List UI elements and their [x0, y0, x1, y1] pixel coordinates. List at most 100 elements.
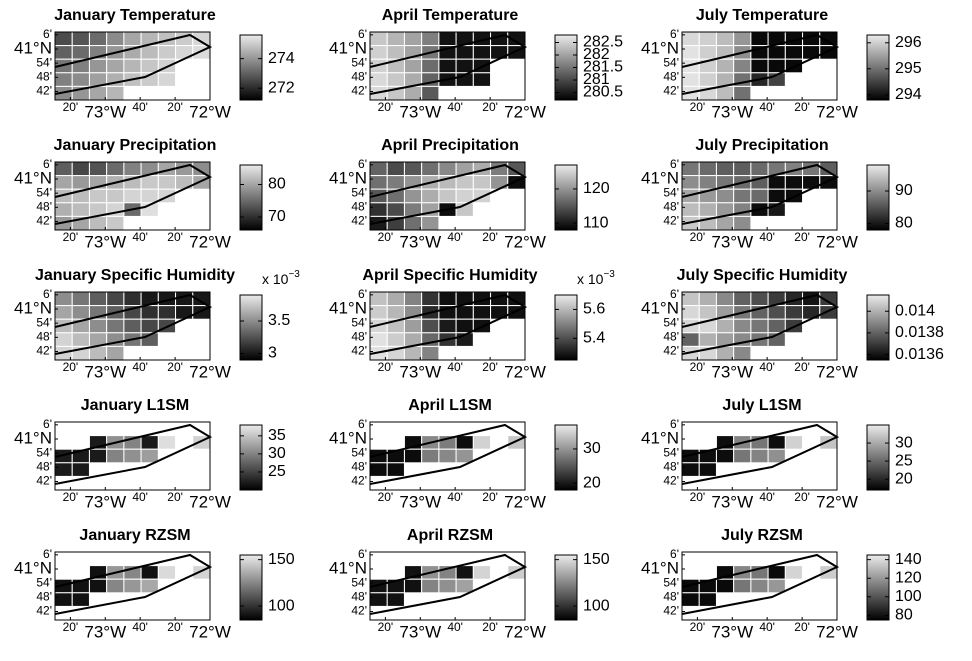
panel: January Precipitation 20' 73°W 40' 20' 72°W 6'…	[14, 137, 286, 251]
cell	[106, 215, 125, 231]
cell	[386, 462, 405, 477]
cell	[767, 58, 786, 74]
colorbar-tick-label: 20	[895, 470, 913, 487]
panel-title: April RZSM	[407, 527, 493, 544]
y-tick-label: 41°N	[14, 298, 52, 317]
cell	[403, 578, 423, 594]
cell	[386, 291, 405, 307]
x-tick-label: 72°W	[504, 232, 546, 251]
cell	[106, 161, 125, 177]
y-tick-label: 54'	[663, 445, 679, 459]
cell	[698, 462, 717, 477]
cell	[472, 45, 492, 60]
panel: January RZSM 20' 73°W 40' 20' 72°W 6'41°N54'48…	[14, 527, 295, 641]
map-border	[369, 421, 526, 491]
colorbar-tick-label: 0.0136	[895, 346, 944, 363]
x-tick-label: 72°W	[504, 622, 546, 641]
cell	[123, 291, 142, 307]
colorbar-tick-label: 5.4	[583, 330, 605, 347]
colorbar-tick-label: 5.6	[583, 301, 605, 318]
x-tick-label: 20'	[690, 490, 706, 504]
colorbar-tick-label: 70	[268, 208, 286, 225]
cell	[386, 161, 405, 177]
y-tick-label: 54'	[36, 185, 52, 199]
x-tick-label: 72°W	[504, 362, 546, 381]
y-tick-label: 41°N	[641, 168, 679, 187]
map-border	[54, 31, 211, 101]
x-tick-label: 20'	[794, 230, 810, 244]
cell	[767, 305, 786, 320]
cell	[767, 45, 786, 60]
cell	[767, 175, 786, 190]
map-border	[369, 291, 526, 361]
cell	[403, 448, 423, 464]
cell	[715, 188, 735, 204]
y-tick-label: 41°N	[329, 298, 367, 317]
cell	[438, 318, 457, 334]
x-tick-label: 20'	[63, 230, 79, 244]
cell	[750, 161, 769, 177]
x-tick-label: 20'	[167, 230, 183, 244]
x-tick-label: 72°W	[189, 362, 231, 381]
y-tick-label: 42'	[351, 474, 367, 488]
panel: April RZSM 20' 73°W 40' 20' 72°W 6'41°N54'48'4…	[329, 527, 610, 641]
cell	[54, 291, 73, 307]
cell	[438, 578, 457, 594]
cell	[403, 318, 423, 334]
cell	[698, 305, 717, 320]
y-tick-label: 42'	[663, 214, 679, 228]
colorbar-tick-label: 281	[583, 71, 610, 88]
y-tick-label: 54'	[351, 445, 367, 459]
y-tick-label: 54'	[351, 55, 367, 69]
cell	[123, 448, 142, 464]
x-tick-label: 20'	[167, 360, 183, 374]
x-tick-label: 20'	[167, 490, 183, 504]
cell	[157, 565, 177, 580]
cell	[455, 175, 474, 190]
cell	[403, 215, 423, 231]
cell	[386, 592, 405, 607]
y-tick-label: 42'	[36, 604, 52, 618]
y-tick-label: 48'	[351, 460, 367, 474]
x-tick-label: 73°W	[711, 492, 753, 511]
cell	[140, 578, 159, 594]
colorbar-tick-label: 30	[895, 434, 913, 451]
cell	[767, 578, 786, 594]
panel: April Temperature 20' 73°W 40' 20' 72°W 6'41°N…	[329, 7, 623, 121]
cell	[140, 435, 159, 450]
panel-title: July Temperature	[696, 7, 828, 24]
cell	[784, 175, 804, 190]
cell	[386, 72, 405, 87]
colorbar-tick-label: 0.014	[895, 302, 935, 319]
colorbar-tick-label: 3.5	[268, 312, 290, 329]
y-tick-label: 54'	[663, 575, 679, 589]
cell	[106, 188, 125, 204]
panel-title: January Temperature	[54, 7, 216, 24]
cell	[369, 202, 388, 217]
y-tick-label: 48'	[351, 200, 367, 214]
colorbar-tick-label: 25	[268, 463, 286, 480]
cell	[403, 345, 423, 361]
cell	[106, 85, 125, 101]
panel: July Precipitation 20' 73°W 40' 20' 72°W 6'41°…	[641, 137, 913, 251]
map-border	[54, 291, 211, 361]
cell	[421, 345, 440, 361]
panel-title: July Specific Humidity	[677, 267, 848, 284]
x-tick-label: 20'	[482, 620, 498, 634]
panel: April Precipitation 20' 73°W 40' 20' 72°W 6'41…	[329, 137, 610, 251]
cell	[369, 45, 388, 60]
cell	[123, 578, 142, 594]
colorbar-tick-label: 90	[895, 182, 913, 199]
x-tick-label: 73°W	[84, 492, 126, 511]
cell	[733, 448, 752, 464]
map-border	[681, 161, 838, 231]
cell	[421, 318, 440, 334]
cell	[681, 175, 700, 190]
cell	[88, 345, 108, 361]
x-tick-label: 40'	[447, 620, 463, 634]
cell	[369, 291, 388, 307]
panel: July Specific Humidity 20' 73°W 40' 20' 72°W 6…	[641, 267, 944, 381]
cell	[157, 305, 177, 320]
cell	[715, 31, 735, 47]
x-tick-label: 40'	[132, 490, 148, 504]
